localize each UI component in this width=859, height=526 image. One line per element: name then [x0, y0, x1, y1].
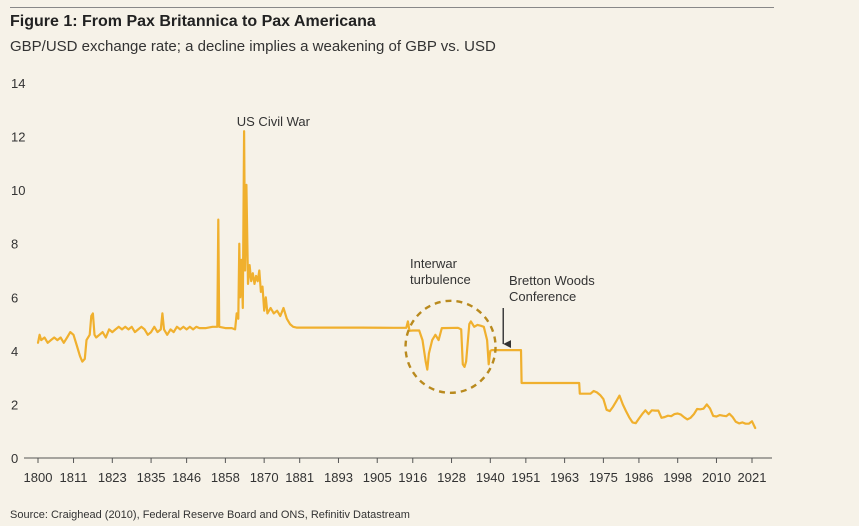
x-tick-label: 1823 — [98, 470, 127, 485]
annotation-us-civil-war: US Civil War — [237, 114, 311, 129]
x-tick-label: 1975 — [589, 470, 618, 485]
x-tick-label: 1835 — [137, 470, 166, 485]
y-tick-label: 2 — [11, 397, 18, 412]
exchange-rate-chart: 0 2 4 6 8 10 12 14 1800 1811 1823 1835 1846 1858 1870… — [11, 76, 772, 485]
y-tick-label: 14 — [11, 76, 25, 91]
x-tick-label: 1893 — [324, 470, 353, 485]
x-tick-label: 1858 — [211, 470, 240, 485]
interwar-dashed-circle — [404, 299, 497, 395]
figure-subtitle: GBP/USD exchange rate; a decline implies… — [10, 38, 496, 55]
x-tick-label: 1951 — [511, 470, 540, 485]
x-tick-label: 1800 — [24, 470, 53, 485]
x-tick-label: 1986 — [624, 470, 653, 485]
x-tick-label: 1870 — [250, 470, 279, 485]
x-tick-label: 1963 — [550, 470, 579, 485]
x-tick-label: 1940 — [476, 470, 505, 485]
x-tick-label: 1811 — [60, 470, 88, 485]
y-tick-label: 4 — [11, 344, 18, 359]
x-tick-label: 2021 — [738, 470, 767, 485]
annotation-bretton-woods: Bretton Woods Conference — [509, 273, 595, 304]
x-tick-label: 2010 — [702, 470, 731, 485]
y-tick-label: 12 — [11, 130, 25, 145]
y-tick-label: 8 — [11, 237, 18, 252]
x-tick-label: 1928 — [437, 470, 466, 485]
annotation-interwar-turbulence: Interwar turbulence — [410, 256, 471, 287]
figure-title: Figure 1: From Pax Britannica to Pax Ame… — [10, 13, 376, 30]
annotations-group: US Civil War Interwar turbulence Bretton Wo… — [237, 114, 595, 395]
y-tick-label: 0 — [11, 451, 18, 466]
x-tick-label: 1846 — [172, 470, 201, 485]
y-tick-label: 6 — [11, 290, 18, 305]
series-group — [36, 130, 757, 430]
x-tick-label: 1905 — [363, 470, 392, 485]
x-axis-ticks: 1800 1811 1823 1835 1846 1858 1870 1881 1893 1905… — [24, 458, 767, 485]
y-axis-ticks: 0 2 4 6 8 10 12 14 — [11, 76, 25, 466]
x-tick-label: 1881 — [285, 470, 314, 485]
x-tick-label: 1916 — [398, 470, 427, 485]
source-note: Source: Craighead (2010), Federal Reserv… — [10, 509, 410, 521]
x-tick-label: 1998 — [663, 470, 692, 485]
y-tick-label: 10 — [11, 183, 25, 198]
series-line-gbp-usd — [36, 130, 757, 430]
top-rule — [10, 7, 774, 8]
